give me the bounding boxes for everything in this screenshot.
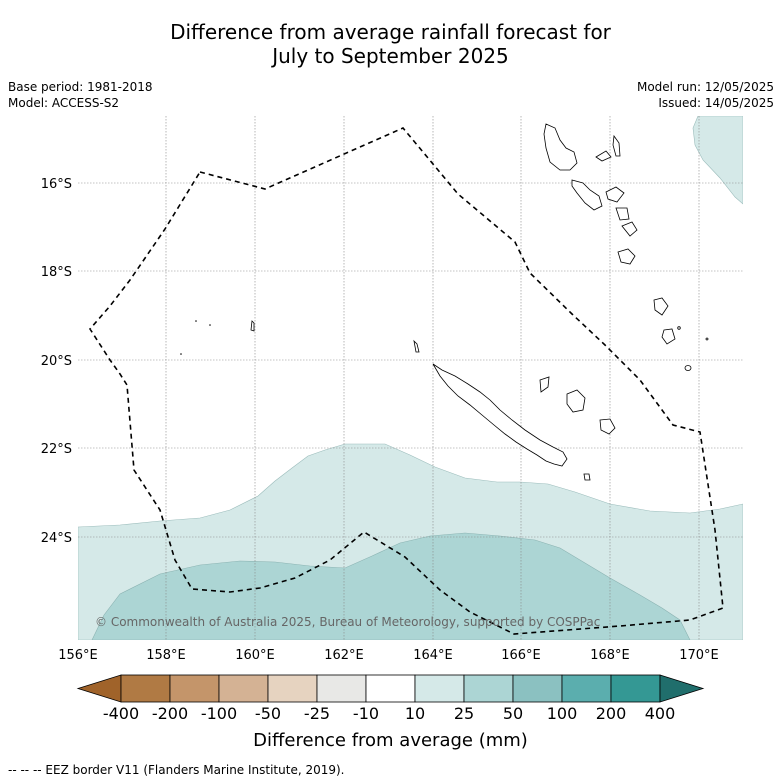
colorbar-segment: [610, 674, 661, 703]
colorbar-tick-label: 50: [502, 704, 524, 723]
colorbar-tick-label: 400: [644, 704, 676, 723]
efate-island: [615, 207, 630, 221]
espiritu-santo-island: [543, 123, 578, 171]
colorbar-segment: [316, 674, 367, 703]
model-label: Model: ACCESS-S2: [8, 96, 120, 110]
new-caledonia-island: [432, 363, 568, 467]
gridlines: [78, 116, 743, 640]
map-title-line1: Difference from average rainfall forecas…: [170, 20, 611, 44]
colorbar-tick-label: 200: [595, 704, 627, 723]
colorbar-segment: [365, 674, 416, 703]
colorbar-tick-label: -400: [102, 704, 140, 723]
lat-label-20s: 20°S: [41, 354, 72, 369]
lat-label-16s: 16°S: [41, 177, 72, 192]
colorbar-tick-label: -100: [200, 704, 238, 723]
small-islet-far-east: [705, 337, 709, 341]
model-run-label: Model run: 12/05/2025: [636, 80, 774, 94]
matthew-island: [653, 297, 669, 316]
colorbar-segment: [267, 674, 318, 703]
chesterfield-islet: [250, 320, 255, 332]
lifou-island: [566, 389, 586, 413]
colorbar-tick-label: 10: [404, 704, 426, 723]
chesterfield-islet-small: [195, 320, 197, 322]
colorbar-tick-label: -200: [151, 704, 189, 723]
eez-border: [89, 127, 724, 635]
ouvea-island: [539, 376, 550, 393]
tanna-island: [617, 248, 636, 265]
colorbar-extend-low: [76, 674, 122, 703]
lat-label-24s: 24°S: [41, 531, 72, 546]
lon-label-156e: 156°E: [58, 648, 98, 663]
erromango-island: [621, 221, 638, 237]
small-islet-east: [684, 365, 692, 371]
colorbar-segment: [561, 674, 612, 703]
malakula-island: [571, 179, 603, 211]
lon-label-168e: 168°E: [590, 648, 630, 663]
colorbar-segment: [463, 674, 514, 703]
colorbar-segment: [414, 674, 465, 703]
colorbar-segment: [512, 674, 563, 703]
lon-label-164e: 164°E: [413, 648, 453, 663]
longitude-labels: 156°E 158°E 160°E 162°E 164°E 166°E 168°…: [58, 648, 719, 663]
lon-label-160e: 160°E: [235, 648, 275, 663]
colorbar-tick-label: -50: [254, 704, 282, 723]
bellona-islet: [180, 353, 182, 355]
lat-label-18s: 18°S: [41, 265, 72, 280]
anomaly-region-10-25-ne: [692, 116, 743, 205]
colorbar-segment: [169, 674, 220, 703]
colorbar-segment: [218, 674, 269, 703]
map-title-line2: July to September 2025: [272, 44, 509, 68]
colorbar-tick-label: -25: [303, 704, 331, 723]
colorbar-extend-high: [659, 674, 705, 703]
colorbar-tick-label: 25: [453, 704, 475, 723]
latitude-labels: 16°S 18°S 20°S 22°S 24°S: [41, 177, 72, 546]
colorbar-title: Difference from average (mm): [253, 730, 528, 751]
map-plot-area: © Commonwealth of Australia 2025, Bureau…: [78, 116, 743, 640]
lat-label-22s: 22°S: [41, 442, 72, 457]
colorbar: [76, 674, 705, 703]
small-islet-northeast: [677, 326, 681, 330]
base-period-label: Base period: 1981-2018: [8, 80, 153, 94]
lon-label-166e: 166°E: [501, 648, 541, 663]
issued-label: Issued: 14/05/2025: [658, 96, 774, 110]
epi-island: [605, 186, 625, 203]
ambae-island: [595, 150, 612, 162]
hunter-island: [661, 328, 676, 345]
map-credit: © Commonwealth of Australia 2025, Bureau…: [95, 615, 600, 629]
belep-islands: [413, 339, 420, 353]
pentecost-island: [612, 134, 621, 157]
mare-island: [599, 418, 616, 435]
isle-of-pines: [583, 473, 591, 481]
colorbar-tick-label: 100: [546, 704, 578, 723]
chesterfield-islet-small-2: [209, 324, 211, 326]
lon-label-170e: 170°E: [679, 648, 719, 663]
lon-label-158e: 158°E: [146, 648, 186, 663]
colorbar-segment: [120, 674, 171, 703]
lon-label-162e: 162°E: [324, 648, 364, 663]
eez-footnote: -- -- -- EEZ border V11 (Flanders Marine…: [8, 763, 345, 777]
colorbar-tick-label: -10: [352, 704, 380, 723]
anomaly-region-25-50: [91, 532, 691, 640]
